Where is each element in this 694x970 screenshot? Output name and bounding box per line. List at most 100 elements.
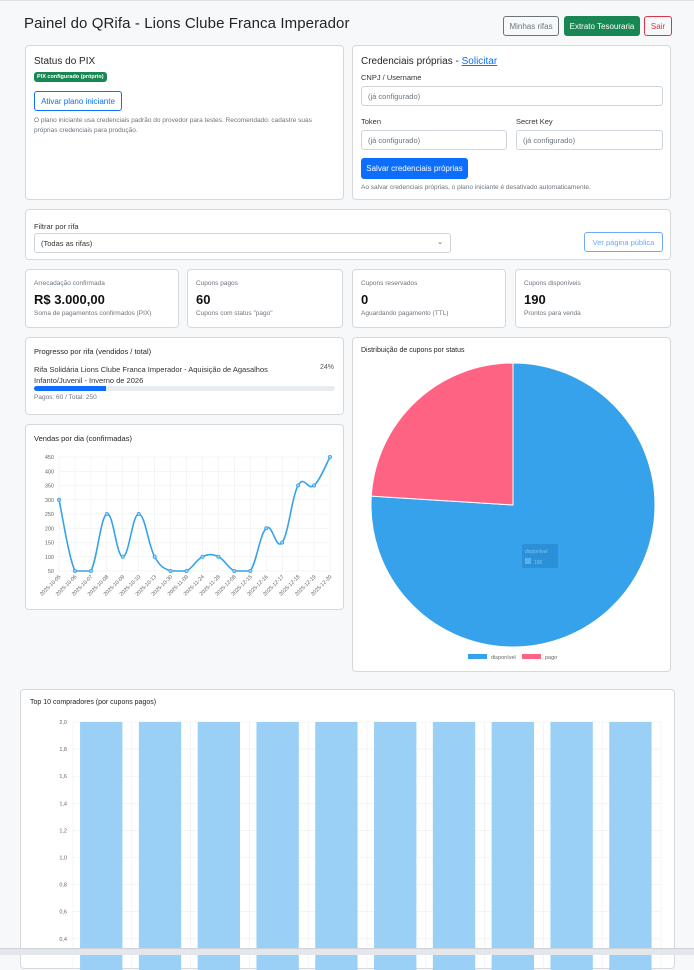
legend-swatch [468,654,487,659]
bar [491,722,534,970]
legend-label: pago [545,655,557,661]
y-tick-label: 300 [45,498,54,504]
raffle-select[interactable]: (Todas as rifas) ⌄ [34,233,451,253]
data-point [88,568,93,573]
y-tick-label: 200 [45,526,54,532]
data-point [216,554,221,559]
progress-bar-fill [34,386,107,391]
progress-detail: Pagos: 60 / Total: 250 [34,394,97,401]
secret-key-label: Secret Key [516,117,553,126]
pix-status-badge: PIX configurado (próprio) [34,72,107,82]
data-point [56,497,61,502]
sales-line [58,456,331,572]
credentials-note: Ao salvar credenciais próprias, o plano … [361,184,591,191]
data-point [152,554,157,559]
stat-sub: Prontos para venda [524,310,581,317]
logout-button[interactable]: Sair [644,16,672,36]
y-tick-label: 350 [45,484,54,490]
pie-tooltip: disponível 190 [522,544,558,568]
secret-key-input[interactable]: (já configurado) [516,130,663,150]
token-input[interactable]: (já configurado) [361,130,507,150]
save-credentials-button[interactable]: Salvar credenciais próprias [361,158,468,179]
data-point [184,568,189,573]
pix-status-card: Status do PIX PIX configurado (próprio) … [25,45,344,200]
y-tick-label: 150 [45,541,54,547]
stat-value: 0 [361,292,369,307]
bar [432,722,476,970]
y-tick-label: 1,6 [59,774,67,780]
stat-value: 190 [524,292,546,307]
bar-chart-title: Top 10 compradores (por cupons pagos) [30,699,157,706]
pie-slice-disponivel [370,362,656,648]
legend-swatch [522,654,541,659]
stat-label: Cupons disponíveis [524,280,581,287]
y-tick-label: 1,4 [59,801,67,807]
stat-label: Cupons pagos [196,280,238,287]
bar [256,722,299,970]
stat-card: Cupons disponíveis 190 Prontos para vend… [515,269,671,328]
data-point [327,454,332,459]
request-link[interactable]: Solicitar [461,56,498,67]
treasury-statement-button[interactable]: Extrato Tesouraria [564,16,640,36]
credentials-title: Credenciais próprias - Solicitar [361,56,497,67]
filter-label: Filtrar por rifa [34,222,79,231]
bar [609,722,652,970]
pix-status-title: Status do PIX [34,56,96,67]
data-point [296,483,301,488]
y-tick-label: 1,8 [59,747,67,753]
tooltip-label: disponível [525,549,548,555]
stat-card: Arrecadação confirmada R$ 3.000,00 Soma … [25,269,179,328]
y-tick-label: 0,6 [59,910,67,916]
top-buyers-bar-chart: 2,0 1,8 1,6 1,4 1,2 1,0 0,8 0,6 0,4 [59,720,662,970]
chevron-down-icon: ⌄ [437,239,443,246]
pie-chart-title: Distribuição de cupons por status [361,347,465,354]
data-point [168,568,173,573]
credentials-title-text: Credenciais próprias - [361,56,462,67]
raffle-name: Rifa Solidária Lions Clube Franca Impera… [34,365,268,386]
y-tick-label: 400 [45,469,54,475]
y-tick-label: 50 [48,569,54,575]
tooltip-box [522,544,558,568]
progress-percent: 24% [319,364,334,371]
data-point [312,483,317,488]
pix-status-note: O plano iniciante usa credenciais padrão… [34,117,312,134]
credentials-card: Credenciais próprias - Solicitar CNPJ / … [352,45,671,200]
y-tick-label: 1,2 [59,828,67,834]
bar [315,722,358,970]
y-tick-label: 100 [45,555,54,561]
tooltip-swatch [525,558,531,564]
bar [138,722,182,970]
cnpj-input[interactable]: (já configurado) [361,86,663,106]
stat-label: Cupons reservados [361,280,418,287]
view-public-page-button[interactable]: Ver página pública [584,232,663,252]
data-point [120,554,125,559]
my-raffles-button[interactable]: Minhas rifas [503,16,559,36]
filter-card: Filtrar por rifa (Todas as rifas) ⌄ Ver … [25,209,671,260]
bar [550,722,593,970]
horizontal-scrollbar[interactable] [0,948,694,955]
sales-chart-title: Vendas por dia (confirmadas) [34,434,132,443]
stat-sub: Cupons com status "pago" [196,310,273,317]
top-buyers-card: Top 10 compradores (por cupons pagos) 2,… [20,689,675,970]
stat-value: 60 [196,292,211,307]
status-distribution-card: Distribuição de cupons por status dispon… [352,337,671,672]
y-tick-label: 1,0 [59,856,67,862]
sales-line-chart: 501001502002503003504004502025-10-052025… [39,454,333,598]
page-title: Painel do QRifa - Lions Clube Franca Imp… [24,15,350,32]
stat-card: Cupons pagos 60 Cupons com status "pago" [187,269,343,328]
y-tick-label: 0,4 [59,937,67,943]
data-point [248,568,253,573]
y-tick-label: 0,8 [59,883,67,889]
stat-sub: Soma de pagamentos confirmados (PIX) [34,310,152,317]
y-tick-label: 250 [45,512,54,518]
stat-value: R$ 3.000,00 [34,292,105,307]
activate-starter-plan-button[interactable]: Ativar plano iniciante [34,91,122,111]
data-point [264,526,269,531]
sales-per-day-card: Vendas por dia (confirmadas) 50 100 150 200… [25,424,344,610]
cnpj-label: CNPJ / Username [361,73,422,82]
data-point [104,512,109,517]
stat-card: Cupons reservados 0 Aguardando pagamento… [352,269,506,328]
stat-label: Arrecadação confirmada [34,280,105,287]
status-pie-chart: disponível 190 disponível pago [370,362,656,661]
stat-sub: Aguardando pagamento (TTL) [361,310,449,317]
